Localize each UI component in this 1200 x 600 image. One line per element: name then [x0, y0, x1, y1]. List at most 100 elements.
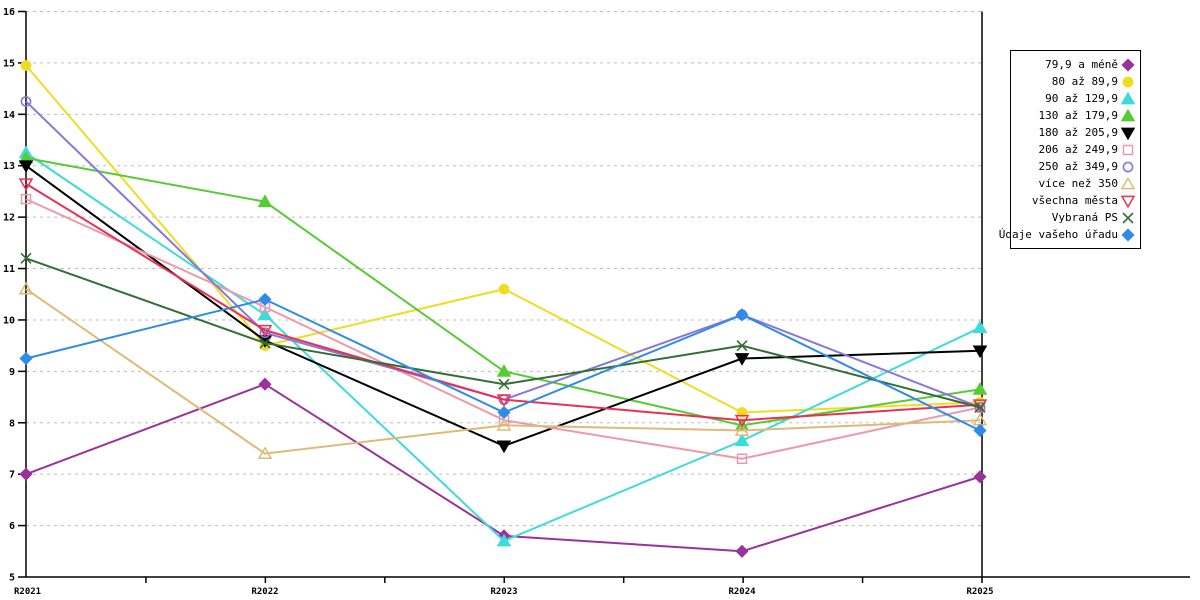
data-point-marker [258, 292, 272, 306]
legend-marker-icon [1121, 91, 1135, 104]
data-point-marker [257, 194, 273, 208]
data-point-marker [734, 414, 750, 428]
y-axis-label: 9 [9, 367, 15, 378]
data-point-marker [1122, 161, 1134, 172]
legend-item-label: Vybraná PS [1051, 211, 1118, 224]
legend-item-label: 80 až 89,9 [1051, 75, 1118, 88]
series-line [25, 182, 981, 422]
legend-item-label: více než 350 [1038, 177, 1118, 190]
data-point-marker [496, 364, 512, 377]
data-point-marker [497, 405, 511, 420]
legend-item-label: 206 až 249,9 [1038, 143, 1118, 156]
data-point-marker [20, 60, 32, 71]
data-point-marker [736, 453, 748, 465]
data-point-marker [259, 337, 271, 349]
data-point-marker [735, 544, 749, 558]
legend-marker-icon [1122, 211, 1134, 224]
series-79-9-a-m-n- [19, 377, 987, 558]
data-point-marker [257, 324, 273, 338]
data-point-marker [20, 193, 32, 205]
data-point-marker [20, 96, 32, 107]
legend-marker-icon [1121, 108, 1135, 121]
y-axis-label: 10 [3, 315, 15, 326]
legend-item: Vybraná PS [1014, 209, 1135, 226]
data-point-marker [1122, 76, 1134, 87]
series--daje-va-eho-adu [19, 292, 987, 438]
x-axis-label: R2022 [251, 587, 278, 597]
legend-item: 80 až 89,9 [1014, 73, 1135, 90]
legend-marker-icon [1122, 144, 1134, 155]
y-axis-label: 5 [9, 573, 15, 584]
y-axis-label: 12 [3, 213, 15, 224]
legend-marker-icon [1122, 161, 1134, 172]
y-axis-label: 8 [9, 418, 15, 429]
legend-item-label: 90 až 129,9 [1045, 92, 1118, 105]
data-point-marker [973, 423, 987, 438]
x-axis-label: R2021 [14, 587, 41, 597]
legend-item: 250 až 349,9 [1014, 158, 1135, 175]
data-point-marker [257, 446, 273, 459]
data-point-marker [974, 401, 986, 413]
data-point-marker [736, 340, 748, 352]
data-point-marker [736, 407, 748, 418]
legend-item: 180 až 205,9 [1014, 124, 1135, 141]
series-90-a-129-9 [18, 145, 988, 547]
legend-item: všechna města [1014, 192, 1135, 209]
series-vybran-ps [20, 252, 986, 413]
legend-item: 90 až 129,9 [1014, 90, 1135, 107]
data-point-marker [496, 440, 512, 454]
y-axis-label: 11 [3, 264, 15, 275]
legend-item-label: 79,9 a méně [1045, 58, 1118, 71]
data-point-marker [1121, 108, 1135, 121]
data-point-marker [20, 252, 32, 264]
y-axis-label: 13 [3, 161, 15, 172]
data-point-marker [257, 307, 273, 321]
data-point-marker [735, 308, 749, 322]
data-point-marker [1121, 195, 1135, 208]
data-point-marker [1121, 227, 1135, 242]
series-250-a-349-9 [20, 96, 986, 413]
data-point-marker [498, 283, 510, 295]
data-point-marker [734, 423, 750, 436]
legend-item-label: 180 až 205,9 [1038, 126, 1118, 139]
legend-marker-icon [1121, 227, 1135, 242]
y-axis-label: 14 [3, 110, 15, 121]
series-v-echna-m-sta [18, 178, 988, 428]
data-point-marker [496, 418, 512, 431]
legend-marker-icon [1121, 127, 1135, 140]
legend-item: 206 až 249,9 [1014, 141, 1135, 158]
data-point-marker [498, 378, 510, 390]
data-point-marker [18, 178, 34, 192]
y-axis-label: 16 [3, 7, 15, 18]
data-point-marker [19, 351, 33, 366]
legend-item: 79,9 a méně [1014, 56, 1135, 73]
legend-item-label: 250 až 349,9 [1038, 160, 1118, 173]
data-point-marker [496, 533, 512, 547]
y-axis-label: 6 [9, 521, 15, 532]
data-point-marker [496, 394, 512, 407]
legend-marker-icon [1121, 57, 1135, 72]
legend-item: Údaje vašeho úřadu [999, 226, 1135, 243]
legend-item: 130 až 179,9 [1014, 107, 1135, 124]
data-point-marker [734, 353, 750, 366]
data-point-marker [972, 320, 988, 334]
x-axis-label: R2025 [966, 587, 993, 597]
data-point-marker [1121, 127, 1135, 140]
series-line [25, 152, 981, 543]
data-point-marker [972, 382, 988, 395]
y-axis-label: 7 [9, 470, 15, 481]
data-point-marker [972, 345, 988, 359]
series-130-a-179-9 [18, 150, 988, 431]
data-point-marker [1122, 144, 1134, 155]
legend: 79,9 a méně 80 až 89,9 90 až 129,9 130 až 1… [999, 50, 1141, 249]
legend-item-label: 130 až 179,9 [1038, 109, 1118, 122]
data-point-marker [1122, 211, 1134, 224]
series-line [25, 288, 981, 455]
data-point-marker [973, 470, 987, 484]
data-point-marker [258, 377, 272, 391]
x-axis-label: R2023 [490, 587, 517, 597]
data-point-marker [1121, 91, 1135, 104]
data-point-marker [734, 433, 750, 447]
